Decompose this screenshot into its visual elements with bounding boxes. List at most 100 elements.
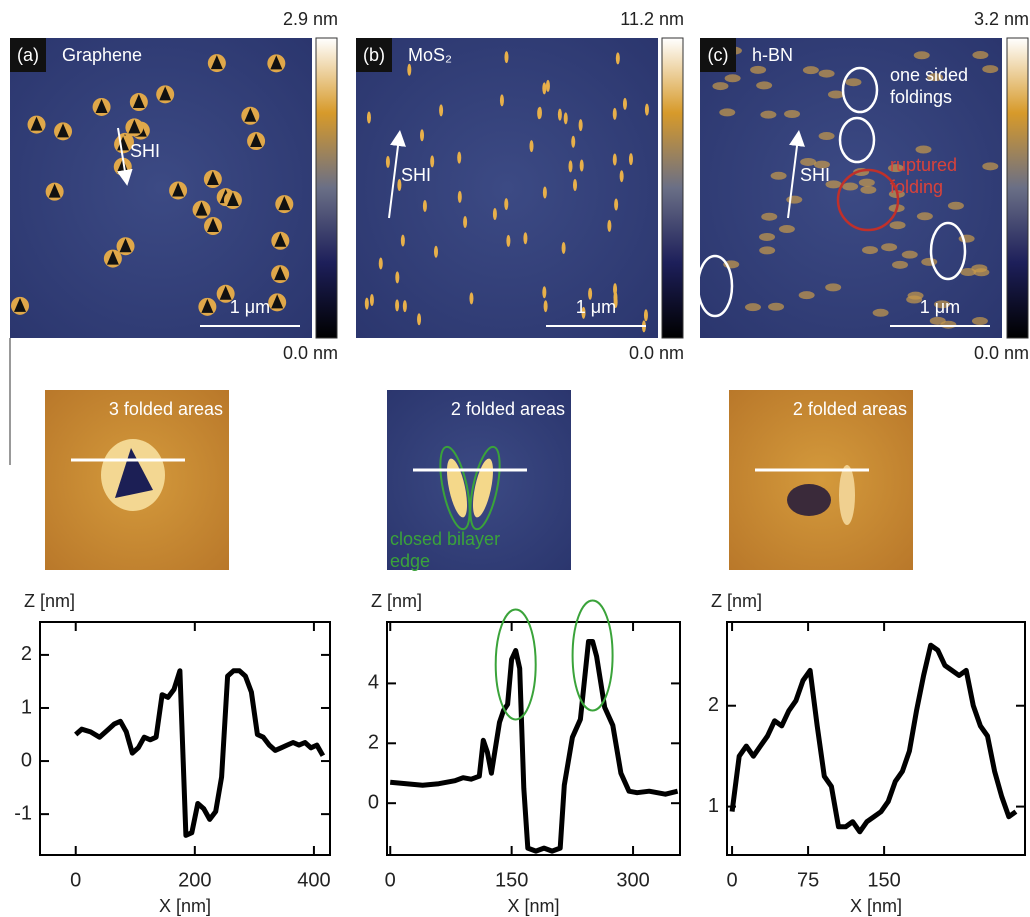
feature: [825, 180, 842, 189]
feature: [881, 243, 898, 252]
feature: [422, 200, 427, 213]
feature: [397, 178, 402, 191]
profile-line: [729, 642, 1018, 835]
feature: [244, 107, 257, 122]
x-tick-label: 400: [297, 869, 330, 891]
feature: [770, 171, 787, 180]
closed-edge: [469, 445, 501, 531]
feature: [407, 63, 412, 76]
feature: [712, 82, 729, 91]
panel-label-box: [700, 38, 736, 72]
x-tick-label: 0: [70, 869, 81, 891]
feature: [982, 65, 999, 74]
feature: [858, 178, 875, 187]
feature: [613, 296, 618, 309]
feature: [250, 133, 263, 148]
panel-label: (c): [708, 45, 729, 65]
panel-label: (a): [17, 45, 39, 65]
marker-ellipse: [838, 116, 876, 164]
feature: [571, 135, 576, 148]
feature: [802, 66, 819, 75]
feature: [195, 201, 208, 216]
feature: [907, 291, 924, 300]
feature: [128, 119, 141, 134]
material: MoS₂: [408, 45, 452, 65]
feature: [274, 266, 287, 281]
feature: [95, 98, 108, 113]
feature: [57, 123, 70, 138]
colorbar-max: 2.9 nm: [283, 9, 338, 29]
feature: [813, 160, 830, 169]
plot-frame: [386, 621, 681, 856]
y-tick-label: 2: [708, 694, 719, 716]
feature: [921, 257, 938, 266]
feature: [119, 238, 132, 253]
closed-edge: [439, 445, 471, 531]
x-tick-label: 150: [867, 869, 900, 891]
plot-frame: [726, 621, 1026, 856]
feature: [619, 170, 624, 183]
feature: [798, 291, 815, 300]
marker-ellipse: [841, 66, 879, 114]
feature: [761, 212, 778, 221]
feature: [446, 458, 468, 518]
feature: [818, 132, 835, 141]
annotation: foldings: [890, 87, 952, 107]
feature: [787, 484, 831, 516]
closed-edge: [494, 608, 537, 721]
zoom-label: 2 folded areas: [793, 399, 907, 419]
feature: [818, 69, 835, 78]
y-tick-label: -1: [14, 802, 32, 824]
feature: [612, 153, 617, 166]
feature: [457, 190, 462, 203]
feature: [842, 182, 859, 191]
feature: [862, 246, 879, 255]
feature: [463, 216, 468, 229]
feature: [395, 271, 400, 284]
feature: [756, 81, 773, 90]
x-tick-label: 0: [385, 869, 396, 891]
feature: [545, 79, 550, 92]
zoom-label: 2 folded areas: [451, 399, 565, 419]
feature: [563, 112, 568, 125]
y-tick-label: 1: [21, 696, 32, 718]
feature: [607, 219, 612, 232]
annotation: one sided: [890, 65, 968, 85]
feature: [971, 317, 988, 326]
shi-label: SHI: [130, 141, 160, 161]
feature: [719, 108, 736, 117]
feature: [492, 208, 497, 221]
feature: [270, 55, 283, 70]
y-tick-label: 2: [368, 732, 379, 754]
feature: [542, 186, 547, 199]
material: h-BN: [752, 45, 793, 65]
feature: [759, 232, 776, 241]
feature: [48, 183, 61, 198]
feature: [364, 297, 369, 310]
feature: [982, 162, 999, 171]
y-tick-label: 4: [368, 672, 379, 694]
shi-label: SHI: [401, 165, 431, 185]
y-axis-label: Z [nm]: [371, 591, 422, 611]
colorbar-min: 0.0 nm: [283, 343, 338, 363]
feature: [613, 283, 618, 296]
shi-arrow: [787, 130, 805, 219]
y-tick-label: 1: [708, 795, 719, 817]
feature: [506, 234, 511, 247]
feature: [420, 129, 425, 142]
feature: [542, 82, 547, 95]
panel-label: (b): [363, 45, 385, 65]
feature: [614, 198, 619, 211]
feature: [369, 294, 374, 307]
feature: [402, 300, 407, 313]
feature: [825, 283, 842, 292]
y-tick-label: 2: [21, 643, 32, 665]
annotation: ruptured: [890, 155, 957, 175]
y-tick-label: 0: [21, 749, 32, 771]
feature: [172, 182, 185, 197]
feature: [724, 74, 741, 83]
x-tick-label: 200: [178, 869, 211, 891]
feature: [472, 458, 494, 518]
feature: [612, 107, 617, 120]
